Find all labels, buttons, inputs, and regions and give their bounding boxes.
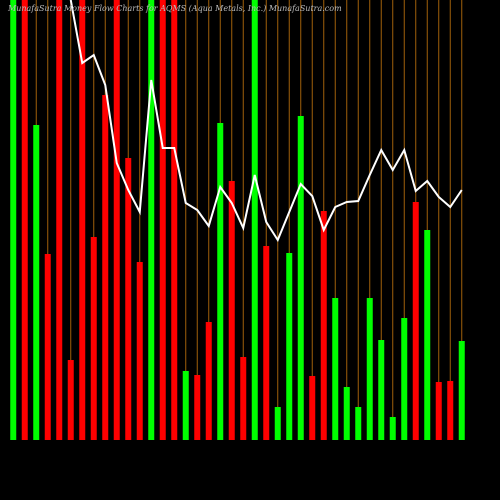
bar bbox=[171, 0, 178, 440]
bar bbox=[389, 417, 396, 440]
bar bbox=[401, 318, 408, 440]
bar bbox=[228, 181, 235, 440]
bar bbox=[33, 125, 40, 440]
bar bbox=[366, 298, 373, 440]
bar bbox=[343, 387, 350, 440]
bar bbox=[286, 253, 293, 440]
bar bbox=[79, 0, 86, 440]
bar bbox=[148, 0, 155, 440]
bar bbox=[309, 376, 316, 440]
bar bbox=[332, 298, 339, 440]
bar bbox=[447, 381, 454, 440]
money-flow-line bbox=[69, 0, 463, 243]
bar bbox=[159, 0, 166, 440]
bar bbox=[240, 357, 247, 440]
bar bbox=[136, 262, 143, 440]
bar bbox=[182, 371, 189, 440]
bar bbox=[320, 211, 327, 440]
bar bbox=[251, 0, 258, 440]
bar bbox=[90, 237, 97, 440]
bar bbox=[217, 123, 224, 440]
bar bbox=[458, 341, 465, 440]
bar bbox=[378, 340, 385, 440]
chart-title: MunafaSutra Money Flow Charts for AQMS (… bbox=[7, 4, 342, 13]
bar bbox=[274, 407, 281, 440]
bar bbox=[125, 158, 132, 440]
bar bbox=[56, 0, 63, 440]
bar bbox=[102, 95, 109, 440]
bar bbox=[435, 382, 442, 440]
bar bbox=[113, 0, 120, 440]
bar bbox=[297, 116, 304, 440]
bar bbox=[10, 0, 17, 440]
bar bbox=[21, 0, 28, 440]
bar bbox=[194, 375, 201, 440]
bar bbox=[355, 407, 362, 440]
bar bbox=[44, 254, 51, 440]
bar bbox=[67, 360, 74, 440]
bar bbox=[205, 322, 212, 440]
bar bbox=[263, 246, 270, 440]
bar bbox=[424, 230, 431, 440]
bar bbox=[412, 202, 419, 440]
